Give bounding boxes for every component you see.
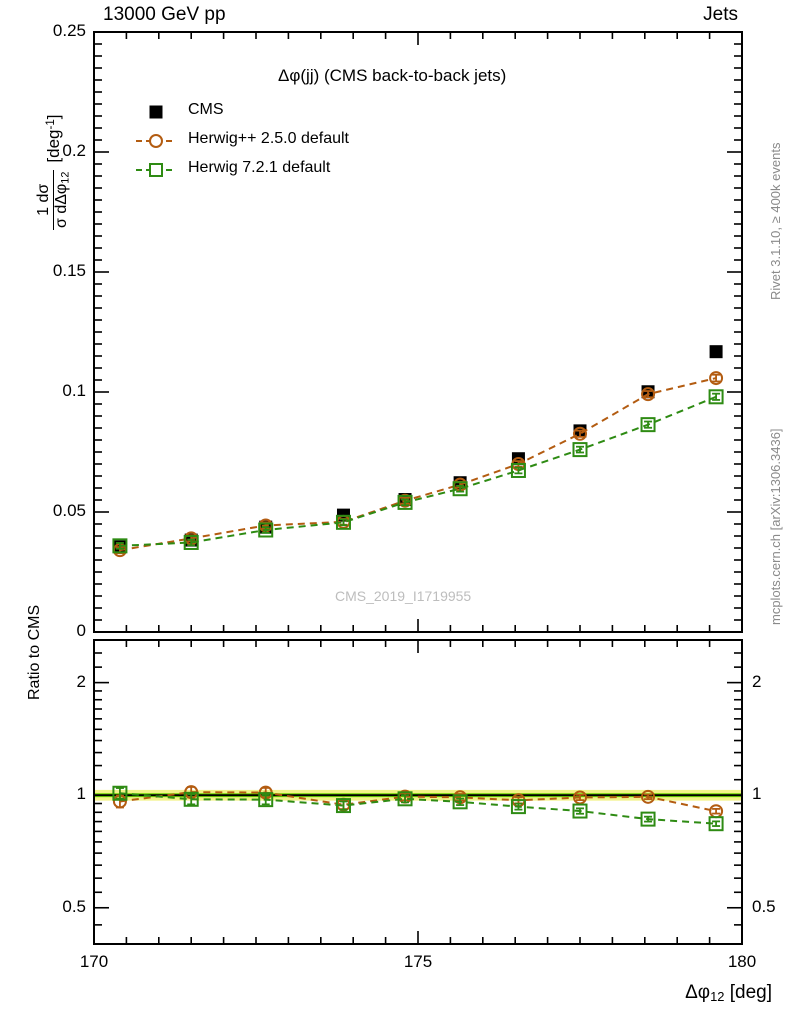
analysis-id-watermark: CMS_2019_I1719955 — [335, 588, 472, 604]
x-tick-label: 180 — [727, 952, 757, 971]
data-point — [183, 534, 199, 550]
beam-energy-label: 13000 GeV pp — [103, 4, 226, 25]
ratio-y-tick-label: 2 — [76, 671, 86, 691]
data-point — [573, 426, 587, 441]
ratio-data-point — [708, 816, 724, 832]
y-tick-label: 0 — [76, 621, 86, 640]
series-line — [119, 395, 717, 547]
ratio-data-point — [452, 794, 468, 810]
y-tick-label: 0.15 — [52, 261, 86, 280]
ratio-series-line — [119, 792, 717, 825]
data-point — [258, 522, 274, 538]
ratio-series-line — [119, 791, 717, 813]
x-axis-label: Δφ12 [deg] — [685, 982, 772, 1005]
data-point — [397, 494, 413, 510]
legend-label-1: CMS — [188, 101, 224, 118]
x-tick-label: 175 — [403, 952, 433, 971]
legend-marker-2 — [136, 134, 176, 148]
data-point — [112, 538, 128, 554]
ratio-data-point — [397, 791, 413, 807]
ratio-data-point — [641, 789, 656, 804]
data-point — [510, 462, 526, 478]
data-point — [709, 345, 723, 359]
y-tick-label: 0.2 — [62, 141, 86, 160]
ratio-data-point — [510, 799, 526, 815]
data-point — [572, 442, 588, 458]
ratio-y-tick-label-right: 2 — [752, 671, 762, 691]
data-point — [335, 514, 351, 530]
series-line — [119, 377, 717, 552]
analysis-category-label: Jets — [703, 4, 738, 25]
legend-marker-3 — [136, 163, 176, 177]
y-tick-label: 0.1 — [62, 381, 86, 400]
legend-label-3: Herwig 7.2.1 default — [188, 159, 331, 176]
legend-label-2: Herwig++ 2.5.0 default — [188, 130, 349, 147]
data-point — [640, 417, 656, 433]
y-tick-label: 0.05 — [52, 501, 86, 520]
ratio-y-tick-label-right: 1 — [752, 784, 762, 804]
plot-title: Δφ(jj) (CMS back-to-back jets) — [278, 66, 507, 85]
legend-marker-1 — [149, 105, 163, 119]
ratio-y-tick-label: 1 — [76, 784, 86, 804]
ratio-data-point — [640, 811, 656, 827]
data-point — [452, 481, 468, 497]
ratio-data-point — [112, 785, 128, 801]
ratio-data-point — [335, 798, 351, 814]
ratio-data-point — [258, 792, 274, 808]
y-tick-label: 0.25 — [52, 21, 86, 40]
data-point — [708, 389, 724, 405]
ratio-data-point — [183, 791, 199, 807]
x-tick-label: 170 — [79, 952, 109, 971]
data-point — [709, 371, 724, 386]
data-point — [641, 387, 656, 402]
ratio-y-tick-label-right: 0.5 — [752, 896, 776, 916]
ratio-data-point — [573, 790, 587, 805]
ratio-data-point — [572, 803, 588, 819]
ratio-y-tick-label: 0.5 — [62, 896, 86, 916]
